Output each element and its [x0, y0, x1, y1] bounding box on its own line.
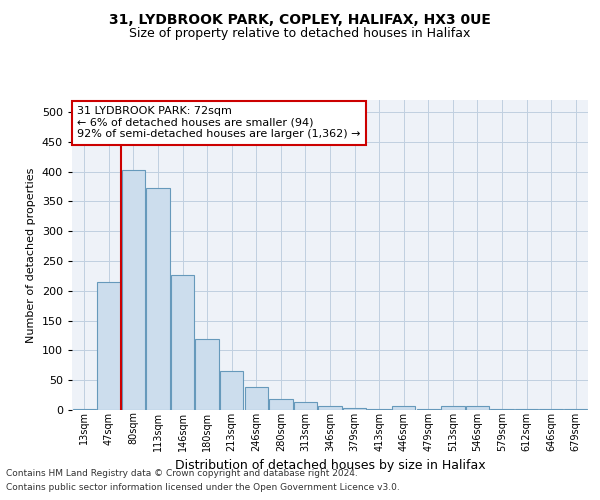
Bar [343, 408, 366, 410]
Text: 31 LYDBROOK PARK: 72sqm
← 6% of detached houses are smaller (94)
92% of semi-det: 31 LYDBROOK PARK: 72sqm ← 6% of detached… [77, 106, 361, 140]
Y-axis label: Number of detached properties: Number of detached properties [26, 168, 36, 342]
Bar [196, 339, 219, 410]
Bar [466, 406, 489, 410]
Bar [97, 282, 121, 410]
Text: Size of property relative to detached houses in Halifax: Size of property relative to detached ho… [130, 28, 470, 40]
Bar [122, 170, 145, 410]
Bar [73, 409, 96, 410]
Bar [392, 406, 415, 410]
Bar [245, 388, 268, 410]
Bar [146, 188, 170, 410]
Bar [319, 406, 341, 410]
Text: 31, LYDBROOK PARK, COPLEY, HALIFAX, HX3 0UE: 31, LYDBROOK PARK, COPLEY, HALIFAX, HX3 … [109, 12, 491, 26]
Bar [564, 409, 587, 410]
Bar [490, 409, 514, 410]
Text: Contains HM Land Registry data © Crown copyright and database right 2024.: Contains HM Land Registry data © Crown c… [6, 468, 358, 477]
Bar [269, 398, 293, 410]
Bar [441, 406, 464, 410]
Bar [220, 371, 244, 410]
Bar [171, 276, 194, 410]
Text: Contains public sector information licensed under the Open Government Licence v3: Contains public sector information licen… [6, 484, 400, 492]
Bar [294, 402, 317, 410]
X-axis label: Distribution of detached houses by size in Halifax: Distribution of detached houses by size … [175, 459, 485, 472]
